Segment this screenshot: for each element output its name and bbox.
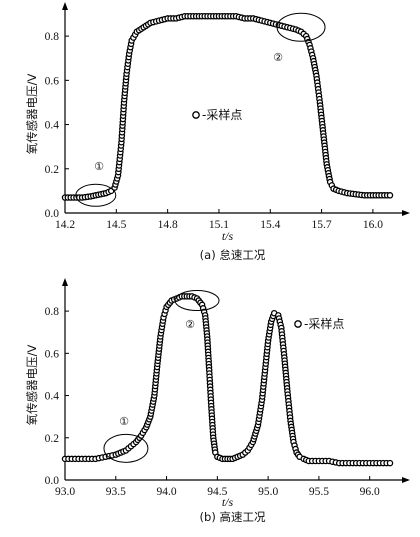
y-tick-label: 0.0 [45,208,60,220]
y-tick-label: 0.2 [45,433,60,445]
x-axis-arrow-icon [402,477,410,483]
x-tick-label: 94.0 [157,486,177,498]
y-tick-label: 0.6 [45,75,60,87]
annotation-ellipse [174,290,220,312]
legend-label: -采样点 [304,316,344,331]
chart-caption: (b) 高速工况 [200,510,266,524]
x-tick-label: 95.5 [309,486,329,498]
annotation-ellipse [276,12,326,42]
x-tick-label: 95.0 [258,486,278,498]
x-tick-label: 96.0 [360,486,380,498]
x-tick-label: 15.1 [209,219,229,231]
x-tick-label: 94.5 [207,486,227,498]
sample-point [386,459,394,467]
x-tick-label: 14.8 [158,219,178,231]
legend-label: -采样点 [202,107,242,122]
sample-point [386,192,394,199]
y-axis-label: 氧传感器电压/V [25,345,39,426]
y-axis-arrow-icon [62,2,68,10]
sample-markers [61,293,394,467]
x-tick-label: 15.4 [260,219,280,231]
annotation-marker-2: ② [273,51,283,64]
x-tick-label: 14.5 [106,219,126,231]
series-line [65,15,390,199]
x-tick-label: 14.2 [55,219,75,231]
y-tick-label: 0.6 [45,348,60,360]
y-tick-label: 0.4 [45,120,60,132]
legend-marker-icon [192,111,200,119]
x-axis-label: t/s [222,495,234,509]
annotation-marker-2: ② [185,318,195,331]
chart-caption: (a) 怠速工况 [200,248,266,262]
x-axis-arrow-icon [402,210,410,216]
x-tick-label: 15.7 [312,219,332,231]
annotation-marker-1: ① [119,415,129,428]
annotation-marker-1: ① [94,160,104,173]
x-tick-label: 16.0 [363,219,383,231]
y-tick-label: 0.0 [45,475,60,487]
sample-markers [61,12,394,201]
annotation-ellipse [75,183,117,207]
chart-panel-a: 14.2 14.5 14.8 15.1 15.4 15.7 16.0 0.0 0.2 0.4 0.6… [25,2,410,262]
y-tick-label: 0.8 [45,306,60,318]
x-tick-label: 93.5 [106,486,126,498]
y-axis-label: 氧传感器电压/V [25,74,39,155]
y-tick-label: 0.2 [45,164,60,176]
chart-panel-b: 93.0 93.5 94.0 94.5 95.0 95.5 96.0 0.0 0.2 0.4 0.6… [25,278,410,524]
x-axis-label: t/s [222,229,234,243]
legend-marker-icon [294,320,302,328]
y-axis-arrow-icon [62,278,68,286]
annotation-ellipse [103,433,149,463]
y-tick-label: 0.8 [45,31,60,43]
y-tick-label: 0.4 [45,391,60,403]
x-tick-label: 93.0 [55,486,75,498]
